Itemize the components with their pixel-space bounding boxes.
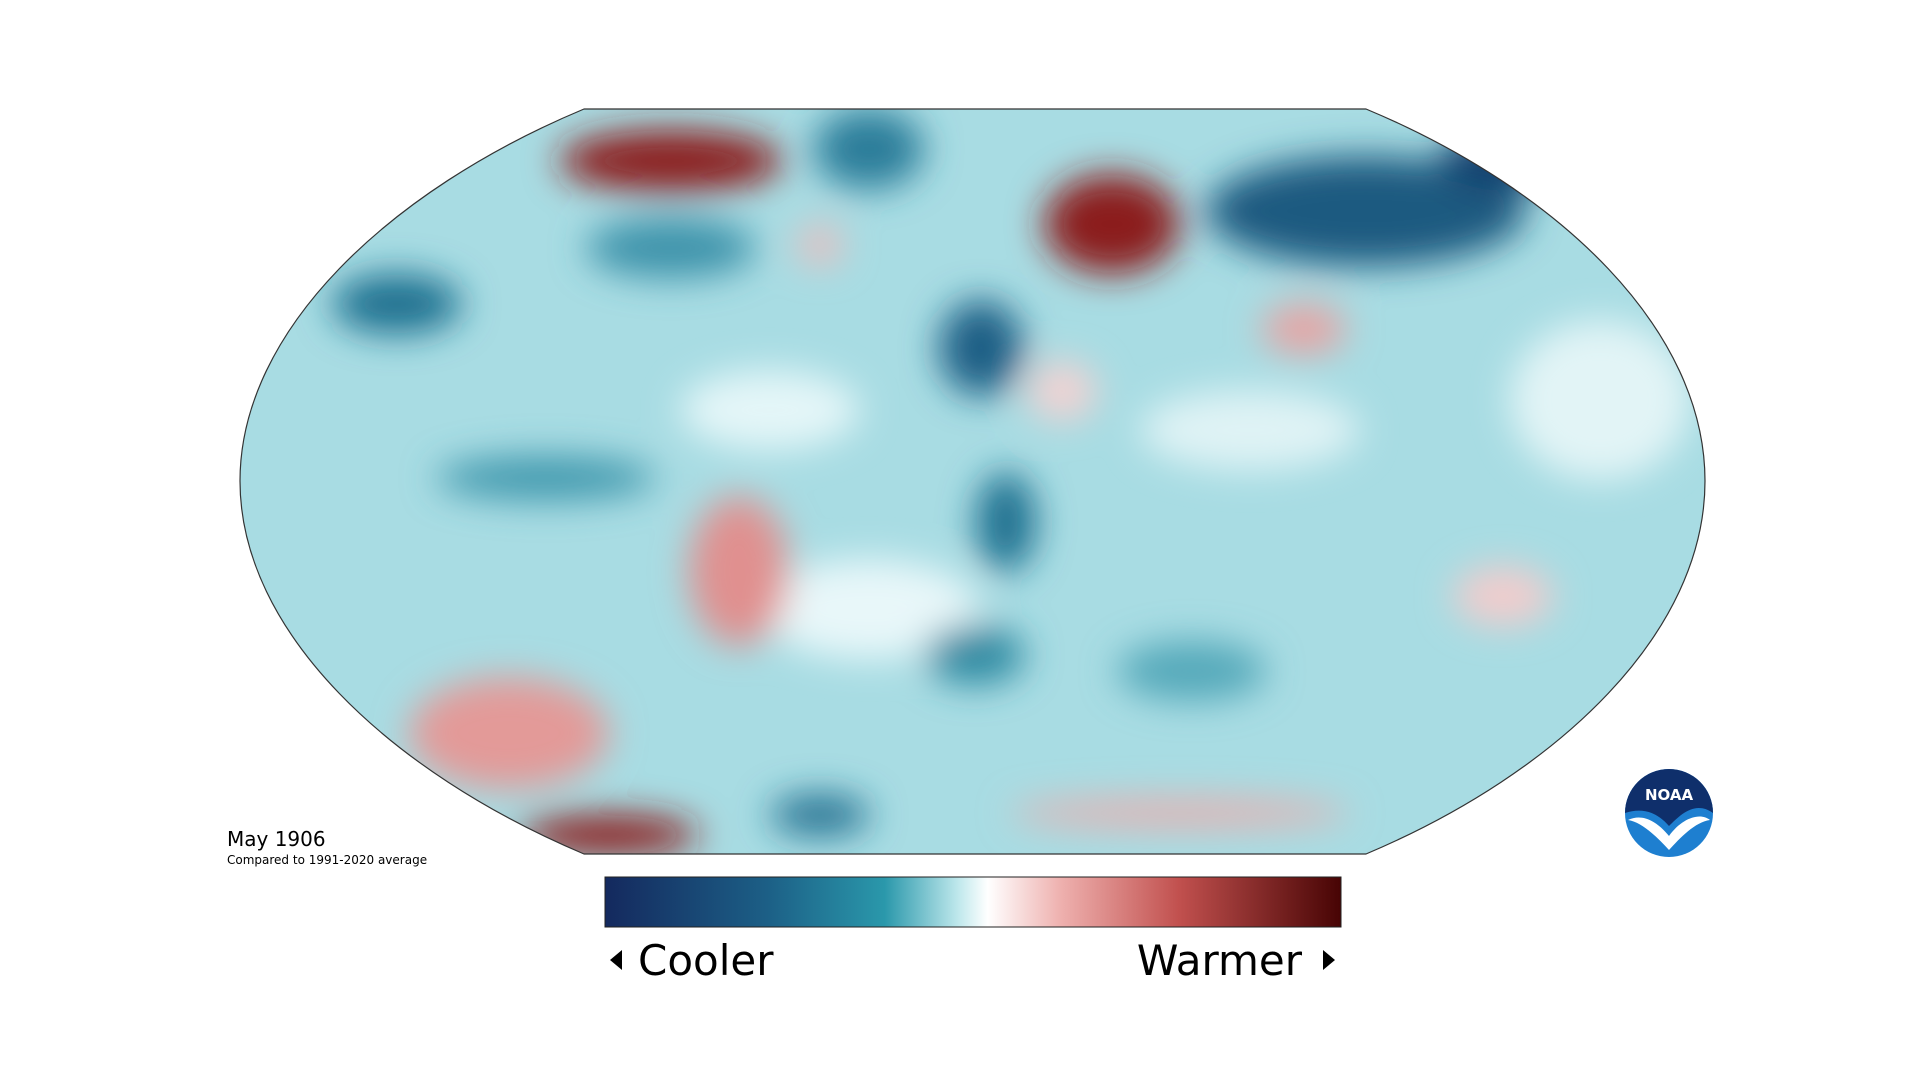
map-outline: [239, 108, 1706, 855]
logo-text: NOAA: [1645, 786, 1694, 804]
warmer-arrow: [1323, 950, 1335, 970]
map-title: May 1906: [227, 827, 326, 851]
color-bar: [604, 876, 1342, 928]
cooler-arrow: [610, 950, 622, 970]
legend-high: Warmer: [1137, 936, 1303, 985]
legend-low: Cooler: [638, 936, 774, 985]
anomaly-map: [240, 109, 1705, 854]
map-subtitle: Compared to 1991-2020 average: [227, 853, 427, 867]
noaa-logo: NOAA: [1625, 769, 1713, 857]
